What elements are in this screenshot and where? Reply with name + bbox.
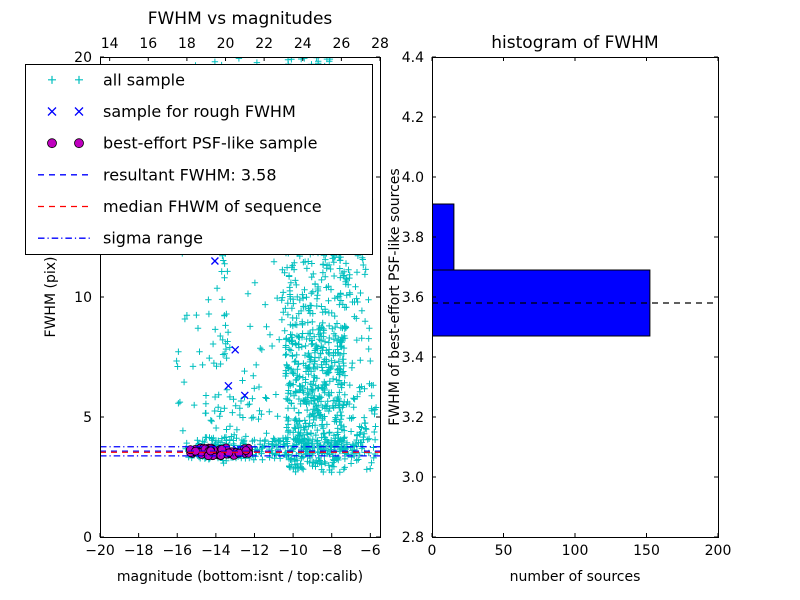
x-tick-label: −20: [85, 543, 115, 559]
right-axes-ticks: 0 50 100 150 200 2.8 3.0 3.2 3.4 3.6 3.8 4.0 4.2 4.4: [402, 50, 732, 559]
y-tick-label: 3.2: [402, 410, 424, 426]
x-tick-label: 150: [633, 543, 660, 559]
y-tick-label: 3.4: [402, 350, 424, 366]
histogram-bars-layer: [432, 203, 718, 337]
x-tick-label: −12: [240, 543, 270, 559]
legend-x-marker: [74, 107, 84, 116]
x-tick-label: −10: [278, 543, 308, 559]
y-tick-label: 4.0: [402, 170, 424, 186]
top-x-tick-label: 28: [371, 36, 389, 52]
y-tick-label: 20: [74, 50, 92, 66]
legend-label: resultant FWHM: 3.58: [103, 165, 277, 184]
x-tick-label: 100: [562, 543, 589, 559]
x-tick-label: −16: [162, 543, 192, 559]
y-tick-label: 4.2: [402, 110, 424, 126]
x-tick-label: −18: [124, 543, 154, 559]
legend-label: best-effort PSF-like sample: [103, 134, 317, 153]
y-tick-label: 4.4: [402, 50, 424, 66]
x-tick-label: 0: [428, 543, 437, 559]
top-x-tick-label: 14: [101, 36, 119, 52]
legend-label: sample for rough FWHM: [103, 102, 296, 121]
legend-box: [25, 64, 373, 255]
histogram-plot: 0 50 100 150 2002.83.03.23.43.63.84.04.24.4 …: [387, 33, 731, 585]
x-tick-label: −8: [321, 543, 342, 559]
x-tick-label: −6: [360, 543, 381, 559]
top-x-tick-label: 18: [178, 36, 196, 52]
legend-label: sigma range: [103, 229, 203, 248]
legend-label: all sample: [103, 70, 185, 89]
y-tick-label: 10: [74, 290, 92, 306]
scatter-plot: −20 −18 −16 −14 −12 −10 −8 −6 14 16 18 20 22 24 26 28 0 5…: [25, 9, 389, 585]
top-x-tick-label: 22: [255, 36, 273, 52]
left-xlabel: magnitude (bottom:isnt / top:calib): [117, 569, 363, 585]
x-tick-label: 50: [495, 543, 513, 559]
top-x-tick-label: 16: [139, 36, 157, 52]
y-tick-label: 0: [83, 530, 92, 546]
right-plot-title: histogram of FWHM: [491, 33, 658, 53]
y-tick-label: 5: [83, 410, 92, 426]
top-x-tick-label: 20: [217, 36, 235, 52]
x-tick-label: −14: [201, 543, 231, 559]
legend-circle-marker: [47, 138, 57, 149]
y-tick-label: 3.6: [402, 290, 424, 306]
y-tick-label: 3.0: [402, 470, 424, 486]
left-ylabel: FWHM (pix): [43, 257, 59, 338]
right-ylabel: FWHM of best-effort PSF-like sources: [387, 168, 403, 425]
legend-label: median FHWM of sequence: [103, 197, 322, 216]
legend-plus-marker: [48, 75, 56, 84]
top-x-tick-label: 26: [332, 36, 350, 52]
y-tick-label: 3.8: [402, 230, 424, 246]
left-axes-ticks: −20 −18 −16 −14 −12 −10 −8 −6 14 16 18 20 22 24 26 28 0 5…: [74, 36, 389, 559]
right-xlabel: number of sources: [510, 569, 641, 585]
left-plot-title: FWHM vs magnitudes: [148, 9, 333, 29]
y-tick-label: 2.8: [402, 530, 424, 546]
legend: all sample sample for rough FWHM best-effo…: [25, 64, 373, 255]
legend-x-marker: [47, 107, 57, 116]
legend-circle-marker: [74, 138, 84, 149]
x-tick-label: 200: [705, 543, 732, 559]
reference-lines-layer: [100, 446, 380, 457]
legend-plus-marker: [75, 75, 83, 84]
top-x-tick-label: 24: [294, 36, 312, 52]
